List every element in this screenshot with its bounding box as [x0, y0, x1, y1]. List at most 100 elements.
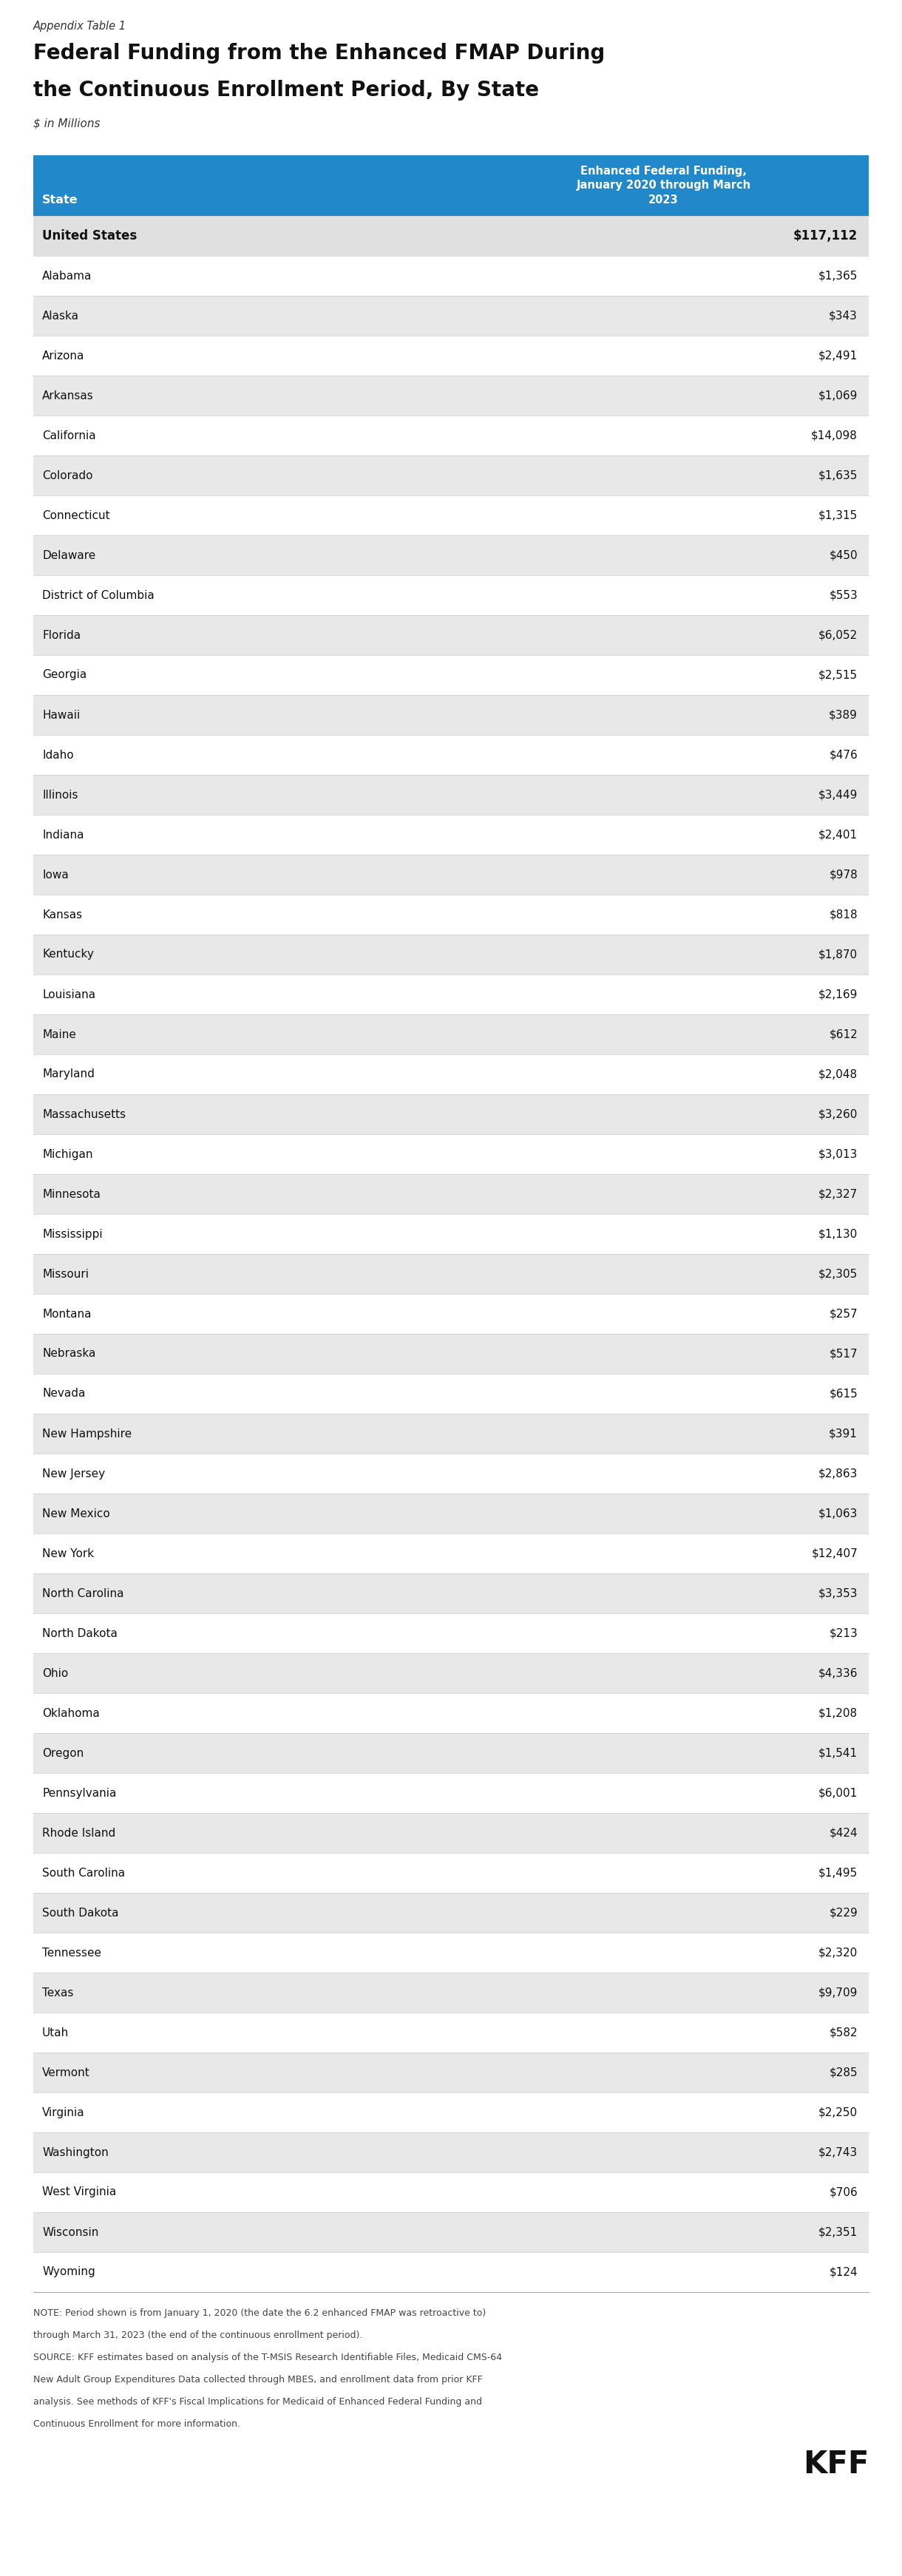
Bar: [33, 935, 869, 974]
Text: Utah: Utah: [42, 2027, 69, 2038]
Text: NOTE: Period shown is from January 1, 2020 (the date the 6.2 enhanced FMAP was r: NOTE: Period shown is from January 1, 20…: [33, 2308, 486, 2318]
Text: $2,491: $2,491: [818, 350, 858, 361]
Bar: [33, 495, 869, 536]
Bar: [33, 2251, 869, 2293]
Text: $1,365: $1,365: [818, 270, 858, 281]
Bar: [33, 1932, 869, 1973]
Text: $1,130: $1,130: [818, 1229, 858, 1239]
Text: Alabama: Alabama: [42, 270, 92, 281]
Text: $424: $424: [829, 1826, 858, 1839]
Bar: [33, 1852, 869, 1893]
Text: Wisconsin: Wisconsin: [42, 2226, 98, 2239]
Text: Florida: Florida: [42, 629, 80, 641]
Text: Wyoming: Wyoming: [42, 2267, 96, 2277]
Bar: [33, 155, 869, 216]
Text: $2,169: $2,169: [818, 989, 858, 999]
Text: KFF: KFF: [803, 2450, 869, 2481]
Text: $553: $553: [829, 590, 858, 600]
Bar: [33, 2213, 869, 2251]
Text: $124: $124: [829, 2267, 858, 2277]
Text: $582: $582: [829, 2027, 858, 2038]
Text: $9,709: $9,709: [818, 1986, 858, 1999]
Text: Alaska: Alaska: [42, 309, 79, 322]
Text: United States: United States: [42, 229, 137, 242]
Bar: [33, 1334, 869, 1373]
Text: Delaware: Delaware: [42, 549, 96, 562]
Text: $612: $612: [829, 1028, 858, 1041]
Text: New Adult Group Expenditures Data collected through MBES, and enrollment data fr: New Adult Group Expenditures Data collec…: [33, 2375, 483, 2385]
Text: $229: $229: [829, 1906, 858, 1919]
Text: Oklahoma: Oklahoma: [42, 1708, 99, 1718]
Text: $6,001: $6,001: [818, 1788, 858, 1798]
Text: $476: $476: [829, 750, 858, 760]
Text: $1,495: $1,495: [818, 1868, 858, 1878]
Bar: [33, 216, 869, 255]
Text: $3,449: $3,449: [818, 788, 858, 801]
Text: $ in Millions: $ in Millions: [33, 118, 100, 129]
Bar: [33, 2133, 869, 2172]
Bar: [33, 654, 869, 696]
Text: New Jersey: New Jersey: [42, 1468, 105, 1479]
Text: $285: $285: [829, 2066, 858, 2079]
Text: Maine: Maine: [42, 1028, 76, 1041]
Text: Colorado: Colorado: [42, 469, 93, 482]
Text: $2,863: $2,863: [818, 1468, 858, 1479]
Text: $257: $257: [829, 1309, 858, 1319]
Bar: [33, 1133, 869, 1175]
Text: $2,401: $2,401: [818, 829, 858, 840]
Text: Ohio: Ohio: [42, 1667, 69, 1680]
Bar: [33, 415, 869, 456]
Bar: [33, 1175, 869, 1213]
Text: $2,305: $2,305: [818, 1267, 858, 1280]
Text: $1,635: $1,635: [818, 469, 858, 482]
Text: Hawaii: Hawaii: [42, 708, 80, 721]
Text: Federal Funding from the Enhanced FMAP During: Federal Funding from the Enhanced FMAP D…: [33, 44, 605, 64]
Text: analysis. See methods of KFF's Fiscal Implications for Medicaid of Enhanced Fede: analysis. See methods of KFF's Fiscal Im…: [33, 2398, 482, 2406]
Bar: [33, 616, 869, 654]
Text: Virginia: Virginia: [42, 2107, 85, 2117]
Text: District of Columbia: District of Columbia: [42, 590, 154, 600]
Bar: [33, 814, 869, 855]
Text: Enhanced Federal Funding,
January 2020 through March
2023: Enhanced Federal Funding, January 2020 t…: [576, 165, 750, 206]
Bar: [33, 1015, 869, 1054]
Text: SOURCE: KFF estimates based on analysis of the T-MSIS Research Identifiable File: SOURCE: KFF estimates based on analysis …: [33, 2352, 502, 2362]
Text: Louisiana: Louisiana: [42, 989, 96, 999]
Bar: [33, 894, 869, 935]
Text: $3,260: $3,260: [818, 1108, 858, 1121]
Text: $2,351: $2,351: [818, 2226, 858, 2239]
Text: $706: $706: [829, 2187, 858, 2197]
Text: Continuous Enrollment for more information.: Continuous Enrollment for more informati…: [33, 2419, 240, 2429]
Bar: [33, 1893, 869, 1932]
Text: $615: $615: [829, 1388, 858, 1399]
Text: Arkansas: Arkansas: [42, 389, 94, 402]
Bar: [33, 335, 869, 376]
Bar: [33, 1054, 869, 1095]
Text: $6,052: $6,052: [818, 629, 858, 641]
Text: $818: $818: [829, 909, 858, 920]
Bar: [33, 974, 869, 1015]
Text: Texas: Texas: [42, 1986, 73, 1999]
Text: $2,048: $2,048: [818, 1069, 858, 1079]
Text: Kansas: Kansas: [42, 909, 82, 920]
Text: $1,315: $1,315: [818, 510, 858, 520]
Bar: [33, 1574, 869, 1613]
Text: Illinois: Illinois: [42, 788, 78, 801]
Bar: [33, 2012, 869, 2053]
Text: Vermont: Vermont: [42, 2066, 90, 2079]
Bar: [33, 1772, 869, 1814]
Text: Indiana: Indiana: [42, 829, 84, 840]
Bar: [33, 574, 869, 616]
Text: $391: $391: [829, 1427, 858, 1440]
Text: $4,336: $4,336: [818, 1667, 858, 1680]
Text: State: State: [42, 193, 78, 206]
Text: Maryland: Maryland: [42, 1069, 95, 1079]
Text: $117,112: $117,112: [793, 229, 858, 242]
Text: Connecticut: Connecticut: [42, 510, 110, 520]
Text: $389: $389: [829, 708, 858, 721]
Text: Minnesota: Minnesota: [42, 1188, 100, 1200]
Text: $1,063: $1,063: [818, 1507, 858, 1520]
Text: Kentucky: Kentucky: [42, 948, 94, 961]
Text: Michigan: Michigan: [42, 1149, 93, 1159]
Bar: [33, 2172, 869, 2213]
Text: $1,208: $1,208: [818, 1708, 858, 1718]
